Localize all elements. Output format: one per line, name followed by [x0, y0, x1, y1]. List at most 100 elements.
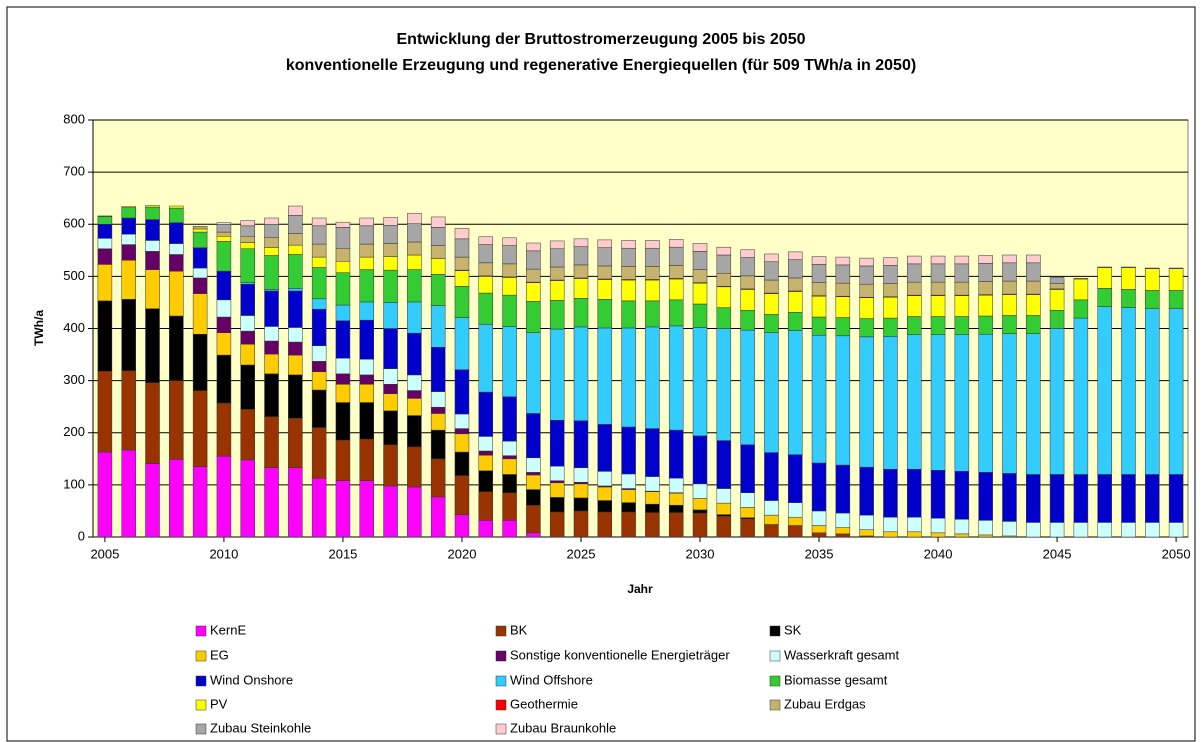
bar-segment	[549, 419, 565, 467]
bar-segment	[692, 498, 708, 511]
bar-segment	[645, 266, 660, 280]
bar-segment	[264, 467, 279, 538]
bar-segment	[787, 454, 803, 503]
legend-swatch	[195, 650, 207, 662]
bar-segment	[335, 227, 351, 249]
bar-segment	[573, 467, 589, 483]
legend-swatch	[195, 699, 207, 711]
bar-segment	[692, 483, 708, 499]
bar-segment	[311, 225, 327, 245]
y-tick-label: 200	[63, 424, 85, 439]
bar-segment	[645, 491, 660, 505]
bar-segment	[192, 247, 208, 269]
bar-segment	[621, 247, 636, 267]
bar-segment	[311, 308, 327, 346]
bar-segment	[1026, 315, 1041, 334]
bar-segment	[526, 332, 541, 414]
bar-segment	[764, 261, 779, 281]
bar-segment	[645, 428, 660, 477]
bar-segment	[1121, 522, 1136, 538]
bar-segment	[645, 300, 660, 328]
legend-label: Zubau Erdgas	[784, 696, 866, 711]
bar-segment	[240, 283, 255, 316]
bar-segment	[978, 534, 993, 538]
bar-segment	[1073, 474, 1089, 523]
bar-segment	[407, 446, 422, 488]
bar-segment	[97, 248, 113, 265]
bar-segment	[478, 236, 494, 245]
bar-segment	[121, 206, 136, 208]
bar-segment	[430, 274, 446, 306]
bar-segment	[335, 247, 351, 262]
bar-segment	[216, 222, 232, 225]
bar-segment	[621, 489, 636, 503]
bar-segment	[764, 500, 779, 516]
bar-segment	[121, 259, 136, 300]
bar-segment	[883, 265, 898, 284]
bar-segment	[1145, 267, 1160, 269]
bar-segment	[1049, 283, 1065, 290]
bar-segment	[859, 297, 874, 319]
bar-segment	[740, 275, 755, 290]
bar-segment	[264, 247, 279, 256]
legend-label: Biomasse gesamt	[784, 672, 888, 687]
bar-segment	[1002, 333, 1017, 474]
bar-segment	[264, 326, 279, 342]
bar-segment	[407, 254, 422, 270]
bar-segment	[716, 246, 732, 256]
bar-segment	[954, 334, 970, 472]
bar-segment	[740, 310, 755, 331]
bar-segment	[597, 247, 613, 267]
bar-segment	[311, 345, 327, 362]
legend-label: Wasserkraft gesamt	[784, 647, 899, 662]
bar-segment	[240, 315, 255, 332]
bar-segment	[383, 217, 398, 226]
bar-segment	[787, 312, 803, 331]
bar-segment	[883, 283, 898, 297]
chart-subtitle: konventionelle Erzeugung und regenerativ…	[286, 57, 916, 74]
legend-swatch	[195, 723, 207, 735]
bar-segment	[383, 225, 398, 244]
bar-segment	[502, 440, 517, 456]
bar-segment	[716, 286, 732, 308]
bar-segment	[502, 326, 517, 398]
bar-segment	[1145, 290, 1160, 309]
bar-segment	[549, 240, 565, 249]
bar-segment	[1002, 294, 1017, 316]
bar-segment	[811, 510, 827, 526]
bar-segment	[549, 248, 565, 268]
bar-segment	[597, 500, 613, 513]
bar-segment	[668, 265, 684, 279]
bar-segment	[764, 314, 779, 333]
bar-segment	[835, 464, 851, 514]
bar-segment	[597, 265, 613, 280]
bar-segment	[502, 263, 517, 278]
bar-segment	[383, 269, 398, 303]
bar-segment	[311, 256, 327, 268]
bar-segment	[692, 243, 708, 252]
bar-segment	[1121, 307, 1136, 475]
bar-segment	[121, 207, 136, 219]
bar-segment	[288, 374, 303, 419]
bar-segment	[930, 281, 946, 296]
bar-segment	[930, 334, 946, 471]
bar-segment	[1049, 522, 1065, 538]
bar-segment	[1049, 277, 1065, 284]
bar-segment	[811, 462, 827, 512]
bar-segment	[668, 325, 684, 431]
bar-segment	[526, 301, 541, 333]
bar-segment	[430, 391, 446, 408]
bar-segment	[97, 300, 113, 372]
bar-segment	[1097, 266, 1112, 268]
bar-segment	[359, 269, 374, 303]
y-axis-label: TWh/a	[32, 310, 46, 346]
bar-segment	[454, 428, 470, 435]
bar-segment	[573, 497, 589, 512]
bar-segment	[787, 259, 803, 279]
bar-segment	[97, 238, 113, 249]
bar-segment	[764, 253, 779, 263]
bar-segment	[97, 216, 113, 225]
bar-segment	[835, 296, 851, 318]
bar-segment	[502, 294, 517, 327]
